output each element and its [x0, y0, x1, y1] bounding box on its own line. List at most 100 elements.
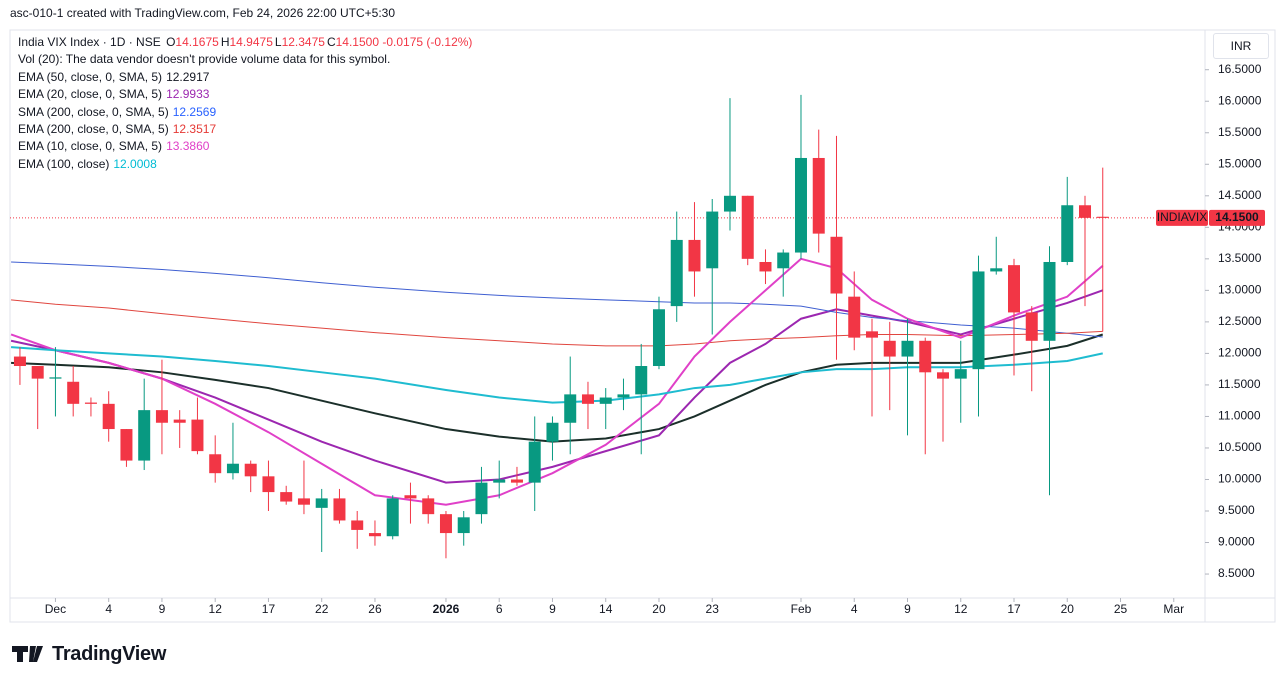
candle-body [84, 402, 97, 404]
x-tick-label: Feb [791, 602, 812, 616]
candle-body [741, 195, 754, 259]
x-tick-label: 12 [954, 602, 968, 616]
candle-body [1096, 216, 1109, 218]
candle-body [688, 239, 701, 272]
candle-body [493, 479, 506, 483]
candle-body [954, 369, 967, 379]
x-tick-label: 4 [851, 602, 858, 616]
study-name: EMA (10, close, 0, SMA, 5) [18, 139, 163, 154]
study-row: EMA (10, close, 0, SMA, 5) 13.3860 [18, 138, 472, 155]
study-row: SMA (200, close, 0, SMA, 5) 12.2569 [18, 104, 472, 121]
candle-body [173, 419, 186, 423]
legend: India VIX Index · 1D · NSE O14.1675 H14.9… [18, 34, 472, 173]
candle-body [386, 498, 399, 537]
study-row: EMA (100, close) 12.0008 [18, 156, 472, 173]
study-value: 12.3517 [172, 122, 217, 137]
y-tick-label: 16.5000 [1218, 62, 1262, 76]
candle-body [759, 261, 772, 272]
candle-body [49, 377, 62, 379]
brand-logo [12, 646, 43, 662]
ma-line [11, 299, 1103, 347]
price-tag-label: 14.1500 [1215, 210, 1259, 224]
ohlc-value: 14.1500 [335, 35, 380, 49]
study-row: EMA (200, close, 0, SMA, 5) 12.3517 [18, 121, 472, 138]
candle-body [617, 394, 630, 398]
candle-body [652, 309, 665, 367]
candle-body [812, 157, 825, 234]
candle-body [439, 514, 452, 534]
study-name: EMA (200, close, 0, SMA, 5) [18, 122, 169, 137]
study-name: SMA (200, close, 0, SMA, 5) [18, 104, 169, 119]
candle-body [209, 454, 222, 474]
y-tick-label: 9.5000 [1218, 503, 1255, 517]
y-tick-label: 13.0000 [1218, 283, 1262, 297]
candle-body [830, 236, 843, 294]
x-tick-label: 6 [496, 602, 503, 616]
candle-body [226, 463, 239, 474]
candle-body [1043, 261, 1056, 341]
candle-body [972, 271, 985, 370]
candle-body [422, 498, 435, 515]
ohlc-value: 14.9475 [229, 35, 273, 49]
x-tick-label: 20 [652, 602, 666, 616]
candle-body [31, 366, 44, 379]
y-tick-label: 11.5000 [1218, 377, 1261, 391]
candle-body [404, 495, 417, 499]
plot [10, 94, 1205, 559]
y-tick-label: 13.5000 [1218, 251, 1262, 265]
candle-body [528, 441, 541, 483]
candle-body [457, 517, 470, 534]
ma-line [11, 261, 1103, 338]
x-tick-label: 14 [599, 602, 613, 616]
x-tick-label: 22 [315, 602, 329, 616]
x-tick-label: 17 [1007, 602, 1021, 616]
study-value: 12.2917 [166, 69, 210, 84]
candle-body [13, 356, 26, 367]
brand: TradingView [52, 643, 167, 665]
symbol-tag [1156, 209, 1208, 226]
candle-body [191, 419, 204, 452]
candle-body [599, 397, 612, 404]
x-tick-label: 9 [159, 602, 166, 616]
y-tick-label: 10.5000 [1218, 440, 1262, 454]
y-tick-label: 15.5000 [1218, 125, 1262, 139]
study-value: 13.3860 [166, 139, 210, 154]
ma-line [10, 289, 1104, 484]
candle-body [865, 331, 878, 338]
symbol-tag-label: INDIAVIX [1157, 210, 1207, 224]
volume-note: Vol (20): The data vendor doesn't provid… [18, 52, 391, 67]
symbol: India VIX Index · 1D · NSE [18, 35, 161, 49]
axes: 8.5000 9.0000 9.5000 10.0000 10.5000 11.0000 1… [45, 62, 1265, 616]
candle-body [564, 394, 577, 423]
y-tick-label: 11.0000 [1218, 409, 1261, 423]
study-name: EMA (50, close, 0, SMA, 5) [18, 69, 163, 84]
study-row: EMA (20, close, 0, SMA, 5) 12.9933 [18, 86, 472, 103]
y-tick-label: 9.0000 [1218, 535, 1255, 549]
y-tick-label: 12.0000 [1218, 346, 1262, 360]
x-tick-label: 9 [904, 602, 911, 616]
created-note: asc-010-1 created with TradingView.com, … [10, 6, 396, 20]
candle-body [581, 394, 594, 404]
y-tick-label: 12.5000 [1218, 314, 1262, 328]
y-tick-label: 8.5000 [1218, 566, 1255, 580]
currency[interactable]: INR [1213, 33, 1269, 59]
candle-body [1061, 205, 1074, 262]
candle-body [723, 195, 736, 212]
candle-body [138, 410, 151, 461]
candle-body [919, 340, 932, 373]
ohlc-key: H [220, 35, 230, 49]
y-tick-label: 15.0000 [1218, 156, 1262, 170]
ohlc: O14.1675 H14.9475 L12.3475 C14.1500 [164, 35, 379, 49]
candle-body [990, 268, 1003, 272]
candle-body [67, 381, 80, 404]
x-tick-label: 4 [105, 602, 112, 616]
candle-body [794, 157, 807, 253]
candle-body [368, 533, 381, 537]
y-tick-label: 10.0000 [1218, 472, 1262, 486]
candle-body [475, 482, 488, 515]
candle-body [1007, 265, 1020, 313]
candle-body [546, 422, 559, 442]
study-row: EMA (50, close, 0, SMA, 5) 12.2917 [18, 69, 472, 86]
ohlc-value: 14.1675 [175, 35, 219, 49]
candle-body [936, 372, 949, 379]
